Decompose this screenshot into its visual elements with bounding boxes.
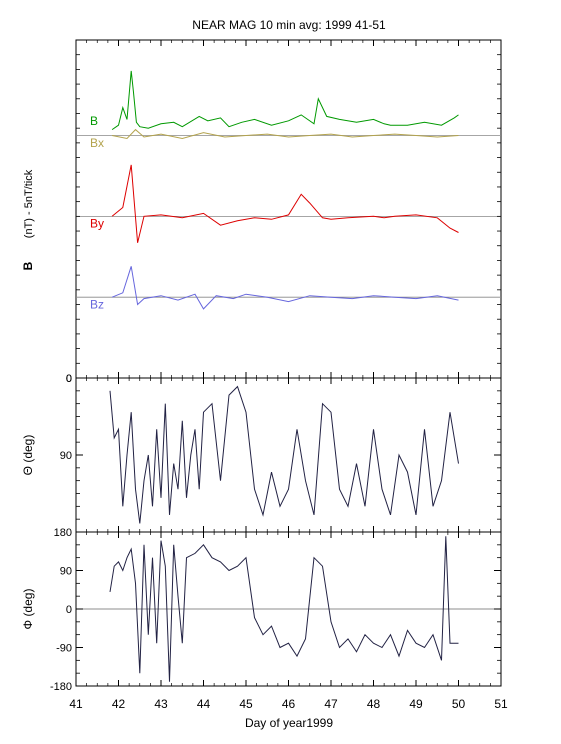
xtick-label: 42 [112, 697, 126, 711]
panel-b-box [75, 39, 502, 379]
bz-series-line [111, 266, 459, 310]
phi-ytick-label: 180 [54, 527, 72, 539]
phi-series-line [109, 536, 459, 682]
series-layer: B Bx By Bz [90, 70, 459, 682]
xtick-label: 47 [324, 697, 338, 711]
panel-theta-frame [75, 377, 502, 533]
xtick-label: 50 [452, 697, 466, 711]
xtick-label: 41 [69, 697, 83, 711]
x-axis-label: Day of year1999 [245, 716, 333, 730]
b-ytick-label: 0 [66, 373, 72, 385]
panel-theta-box [75, 377, 502, 533]
xtick-label: 44 [197, 697, 211, 711]
xtick-label: 46 [282, 697, 296, 711]
by-series-label: By [90, 217, 104, 231]
bx-series-label: Bx [90, 136, 104, 150]
b-series-label: B [90, 114, 98, 128]
phi-ytick-label: 90 [60, 566, 72, 578]
bx-series-line [112, 128, 459, 140]
phi-ytick-label: -180 [50, 681, 72, 693]
phi-ytick-label: 0 [66, 604, 72, 616]
panel-b-frame [75, 39, 502, 379]
b-axis-label-rest: (nT) - 5nT/tick [23, 169, 35, 238]
by-series-line [111, 164, 459, 243]
theta-ytick-label: 90 [60, 450, 72, 462]
xtick-label: 43 [154, 697, 168, 711]
xtick-label: 48 [367, 697, 381, 711]
b-axis-label-bold: B [21, 261, 35, 270]
phi-axis-label: Φ (deg) [21, 589, 35, 630]
b-series-line [111, 70, 459, 131]
phi-ytick-label: -90 [56, 643, 72, 655]
theta-ytick-label: 0 [66, 373, 72, 385]
theta-axis-label: Θ (deg) [21, 435, 35, 476]
theta-series-line [109, 385, 459, 524]
xtick-label: 45 [239, 697, 253, 711]
xtick-label: 51 [494, 697, 508, 711]
chart-title: NEAR MAG 10 min avg: 1999 41-51 [192, 18, 386, 32]
bz-series-label: Bz [90, 298, 104, 312]
xtick-label: 49 [409, 697, 423, 711]
